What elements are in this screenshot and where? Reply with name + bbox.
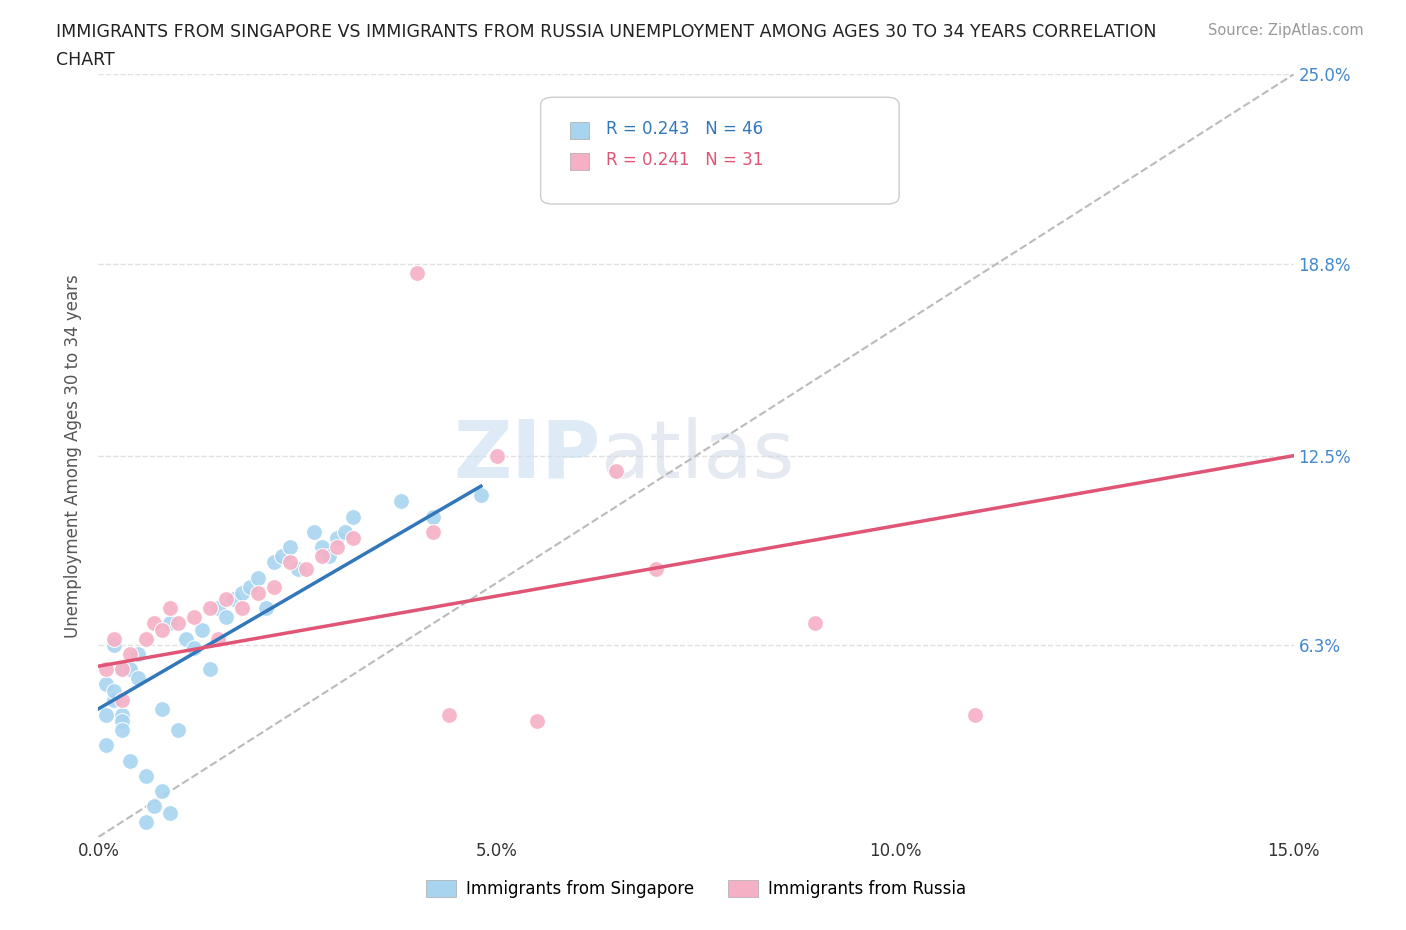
Text: atlas: atlas <box>600 417 794 495</box>
Point <box>318 549 340 564</box>
Text: CHART: CHART <box>56 51 115 69</box>
Point <box>111 692 134 707</box>
FancyBboxPatch shape <box>571 153 589 170</box>
Point <box>645 561 668 576</box>
Point <box>103 637 125 652</box>
Point <box>215 610 238 625</box>
Point <box>127 646 149 661</box>
Point <box>422 510 444 525</box>
Point <box>127 671 149 685</box>
Point <box>135 815 157 830</box>
Point <box>605 463 627 478</box>
FancyBboxPatch shape <box>540 98 900 204</box>
Point <box>159 616 181 631</box>
Point <box>246 586 269 601</box>
Point <box>167 616 190 631</box>
Point <box>96 662 118 677</box>
Legend: Immigrants from Singapore, Immigrants from Russia: Immigrants from Singapore, Immigrants fr… <box>419 873 973 905</box>
Point <box>207 631 229 646</box>
Point <box>254 601 277 616</box>
Point <box>96 708 118 723</box>
Point <box>143 799 166 814</box>
Point <box>150 622 173 637</box>
Point <box>263 579 285 594</box>
Point <box>326 531 349 546</box>
Point <box>111 662 134 677</box>
Point <box>103 631 125 646</box>
Point <box>111 708 134 723</box>
Point <box>231 601 253 616</box>
Point <box>406 265 429 280</box>
Point <box>111 723 134 737</box>
Text: ZIP: ZIP <box>453 417 600 495</box>
Point <box>111 713 134 728</box>
Point <box>174 631 197 646</box>
Text: R = 0.241   N = 31: R = 0.241 N = 31 <box>606 151 763 169</box>
Point <box>183 610 205 625</box>
Point <box>311 539 333 554</box>
Point <box>103 692 125 707</box>
Point <box>150 701 173 716</box>
FancyBboxPatch shape <box>571 123 589 140</box>
Point <box>326 539 349 554</box>
Point <box>231 586 253 601</box>
Point <box>422 525 444 539</box>
Point <box>198 601 221 616</box>
Point <box>143 616 166 631</box>
Point <box>207 601 229 616</box>
Point <box>191 622 214 637</box>
Point <box>294 561 316 576</box>
Point <box>215 591 238 606</box>
Point <box>287 561 309 576</box>
Point <box>342 510 364 525</box>
Point <box>302 525 325 539</box>
Point <box>389 494 412 509</box>
Point <box>183 641 205 656</box>
Point <box>150 784 173 799</box>
Point <box>437 708 460 723</box>
Point <box>342 531 364 546</box>
Point <box>159 601 181 616</box>
Point <box>198 662 221 677</box>
Y-axis label: Unemployment Among Ages 30 to 34 years: Unemployment Among Ages 30 to 34 years <box>65 273 83 638</box>
Point <box>335 525 357 539</box>
Point <box>963 708 986 723</box>
Point <box>239 579 262 594</box>
Point <box>96 738 118 753</box>
Point <box>263 555 285 570</box>
Point <box>278 555 301 570</box>
Point <box>159 805 181 820</box>
Point <box>135 631 157 646</box>
Point <box>278 539 301 554</box>
Point <box>167 723 190 737</box>
Point <box>120 662 142 677</box>
Point <box>270 549 292 564</box>
Text: IMMIGRANTS FROM SINGAPORE VS IMMIGRANTS FROM RUSSIA UNEMPLOYMENT AMONG AGES 30 T: IMMIGRANTS FROM SINGAPORE VS IMMIGRANTS … <box>56 23 1157 41</box>
Point <box>246 570 269 585</box>
Text: Source: ZipAtlas.com: Source: ZipAtlas.com <box>1208 23 1364 38</box>
Point <box>222 591 245 606</box>
Point <box>526 713 548 728</box>
Point <box>804 616 827 631</box>
Point <box>485 448 508 463</box>
Point <box>111 662 134 677</box>
Point <box>120 753 142 768</box>
Point <box>120 646 142 661</box>
Point <box>135 768 157 783</box>
Text: R = 0.243   N = 46: R = 0.243 N = 46 <box>606 120 763 139</box>
Point <box>470 488 492 503</box>
Point <box>103 684 125 698</box>
Point <box>96 677 118 692</box>
Point <box>311 549 333 564</box>
